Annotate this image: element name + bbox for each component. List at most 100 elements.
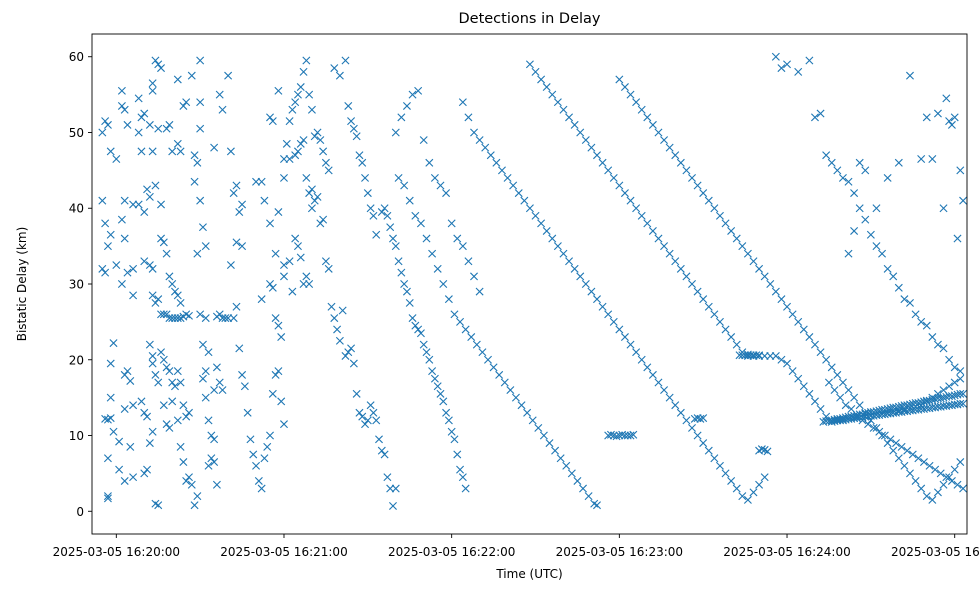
data-point: [319, 215, 328, 224]
data-point: [676, 158, 685, 167]
data-point: [238, 200, 247, 209]
data-point: [442, 408, 451, 417]
data-point: [307, 105, 316, 114]
data-point: [766, 280, 775, 288]
data-point: [699, 414, 708, 423]
data-point: [210, 386, 219, 395]
data-point: [143, 185, 152, 194]
data-point: [182, 476, 191, 485]
data-point: [760, 473, 769, 482]
data-point: [908, 450, 917, 459]
data-point: [157, 310, 166, 319]
data-point: [198, 340, 207, 349]
data-point: [444, 295, 453, 304]
data-point: [229, 189, 238, 198]
data-point: [148, 291, 157, 300]
data-point: [238, 242, 247, 251]
data-point: [148, 147, 157, 156]
y-tick-label: 30: [69, 278, 84, 292]
data-point: [609, 431, 618, 440]
data-point: [324, 166, 333, 175]
data-point: [218, 386, 227, 395]
data-point: [816, 405, 825, 413]
data-point: [291, 151, 300, 160]
data-point: [539, 431, 548, 440]
data-point: [704, 302, 713, 311]
data-point: [212, 312, 221, 321]
data-point: [755, 351, 764, 360]
data-point: [196, 310, 205, 319]
data-point: [626, 196, 635, 205]
data-point: [305, 90, 314, 99]
data-point: [436, 181, 445, 190]
data-point: [900, 295, 909, 304]
data-point: [182, 412, 191, 421]
data-point: [467, 333, 476, 342]
data-point: [810, 340, 819, 349]
data-point: [254, 476, 263, 485]
data-point: [235, 344, 244, 353]
data-point: [771, 52, 780, 61]
data-point: [665, 249, 674, 258]
data-point: [210, 143, 219, 152]
data-point: [349, 359, 358, 368]
data-point: [444, 416, 453, 425]
data-point: [280, 155, 288, 163]
data-point: [746, 351, 755, 360]
data-point: [363, 189, 372, 198]
data-point: [861, 166, 870, 175]
data-point: [179, 458, 188, 467]
data-point: [154, 378, 163, 387]
data-point: [922, 492, 931, 501]
data-point: [810, 113, 819, 122]
data-point: [869, 423, 878, 432]
data-point: [727, 476, 736, 485]
data-point: [799, 325, 808, 334]
data-point: [693, 181, 702, 190]
data-point: [425, 158, 434, 167]
data-point: [310, 196, 319, 205]
data-point: [212, 363, 221, 372]
data-point: [889, 446, 898, 455]
data-point: [302, 272, 311, 281]
data-point: [324, 264, 333, 273]
data-point: [559, 249, 568, 258]
x-tick-label: 2025-03-05 16:25:00: [891, 545, 979, 559]
data-point: [897, 442, 906, 451]
data-point: [235, 208, 244, 217]
data-point: [732, 234, 741, 243]
data-point: [274, 208, 283, 217]
data-point: [145, 261, 154, 270]
data-point: [428, 249, 437, 258]
data-point: [162, 124, 171, 133]
y-tick-label: 50: [69, 126, 84, 140]
data-point: [285, 257, 294, 266]
data-point: [959, 484, 968, 493]
data-point: [123, 268, 132, 277]
data-point: [883, 173, 892, 182]
data-point: [204, 461, 213, 470]
data-point: [620, 431, 629, 440]
data-point: [861, 215, 870, 224]
data-point: [584, 492, 593, 501]
data-point: [422, 348, 431, 357]
data-point: [852, 412, 861, 421]
data-point: [344, 348, 353, 357]
data-point: [330, 64, 339, 73]
data-point: [137, 147, 146, 156]
data-point: [126, 376, 135, 385]
data-point: [593, 151, 601, 160]
data-point: [506, 386, 515, 395]
data-point: [520, 196, 529, 205]
data-point: [495, 370, 504, 379]
data-point: [313, 192, 322, 201]
data-point: [922, 113, 931, 122]
data-point: [154, 295, 163, 304]
data-point: [693, 287, 702, 296]
data-point: [928, 333, 937, 342]
data-point: [654, 128, 663, 137]
data-point: [363, 416, 372, 425]
data-point: [693, 414, 702, 423]
